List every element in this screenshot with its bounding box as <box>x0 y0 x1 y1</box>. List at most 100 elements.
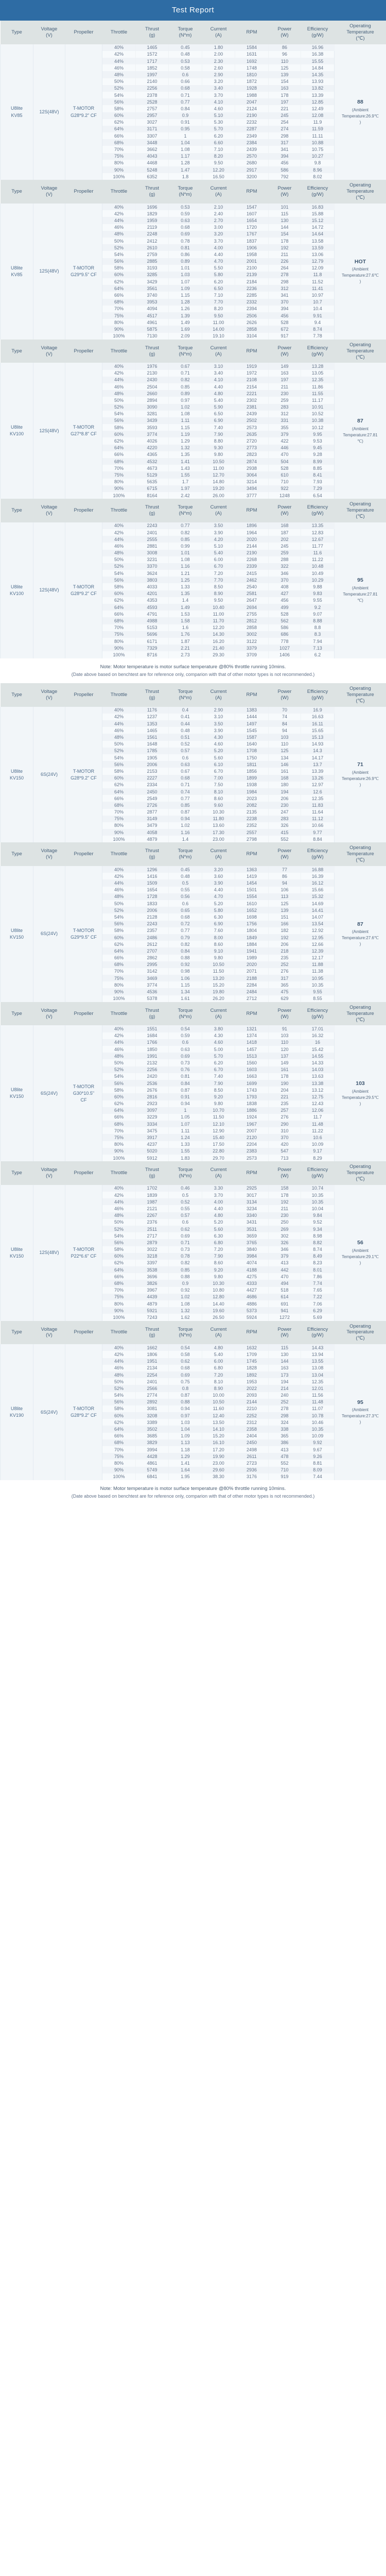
cell-torque: 1.7 <box>168 478 202 485</box>
cell-efficiency: 9.55 <box>301 988 335 995</box>
cell-power: 370 <box>268 1134 301 1141</box>
cell-efficiency: 10.27 <box>301 152 335 160</box>
cell-throttle: 40% <box>102 706 136 714</box>
cell-torque: 1.49 <box>168 319 202 326</box>
cell-current: 5.40 <box>202 1351 235 1358</box>
cell-power: 686 <box>268 631 301 638</box>
cell-torque: 1.03 <box>168 1419 202 1426</box>
cell-power: 115 <box>268 1344 301 1351</box>
cell-torque: 1.61 <box>168 995 202 1002</box>
column-header-thrust: Thrust (g) <box>135 1002 169 1026</box>
cell-efficiency: 15.55 <box>301 58 335 65</box>
cell-current: 6.30 <box>202 913 235 921</box>
cell-efficiency: 10.6 <box>301 1134 335 1141</box>
cell-thrust: 5875 <box>135 326 169 333</box>
cell-current: 3.20 <box>202 230 235 238</box>
cell-throttle: 54% <box>102 251 136 258</box>
cell-efficiency: 12.97 <box>301 781 335 788</box>
cell-throttle: 60% <box>102 271 136 279</box>
cell-throttle: 64% <box>102 788 136 795</box>
cell-torque: 0.97 <box>168 397 202 404</box>
cell-torque: 0.68 <box>168 84 202 92</box>
cell-throttle: 64% <box>102 947 136 955</box>
cell-thrust: 6352 <box>135 173 169 180</box>
cell-throttle: 40% <box>102 44 136 51</box>
cell-throttle: 68% <box>102 1439 136 1447</box>
column-header-operating-temperature: Operating Temperature (℃) <box>334 842 386 867</box>
cell-thrust: 3149 <box>135 815 169 822</box>
table-row: 48% 1728 0.56 4.70 1554 113 15.32 <box>1 893 386 901</box>
table-row: 90% 7329 2.21 21.40 3379 1027 7.13 <box>1 645 386 652</box>
cell-current: 5.60 <box>202 754 235 761</box>
cell-rpm: 2001 <box>235 258 269 265</box>
cell-rpm: 1513 <box>235 1053 269 1060</box>
cell-thrust: 2243 <box>135 522 169 529</box>
cell-power: 312 <box>268 410 301 417</box>
cell-power: 110 <box>268 740 301 748</box>
column-header-type: Type <box>0 1161 33 1185</box>
cell-power: 283 <box>268 403 301 411</box>
cell-power: 710 <box>268 478 301 485</box>
table-row: 70% 2877 0.87 10.30 2135 247 11.64 <box>1 808 386 816</box>
cell-efficiency: 10.7 <box>301 298 335 306</box>
table-row: 90% 6715 1.97 19.20 3494 922 7.29 <box>1 485 386 492</box>
cell-current: 5.90 <box>202 403 235 411</box>
cell-current: 4.10 <box>202 376 235 383</box>
cell-thrust: 3953 <box>135 298 169 306</box>
cell-throttle: 66% <box>102 292 136 299</box>
table-row: 90% 5248 1.47 12.20 2917 586 8.96 <box>1 166 386 174</box>
column-header-throttle: Throttle <box>102 180 136 204</box>
cell-current: 9.20 <box>202 1266 235 1274</box>
table-row: 64% 3171 0.95 5.70 2287 274 11.59 <box>1 125 386 133</box>
cell-current: 16.50 <box>202 173 235 180</box>
cell-efficiency: 13.26 <box>301 774 335 782</box>
cell-power: 478 <box>268 1453 301 1460</box>
cell-efficiency: 7.44 <box>301 1473 335 1480</box>
cell-rpm: 1457 <box>235 1046 269 1053</box>
table-row: 44% 1987 0.52 4.00 3134 192 10.35 <box>1 1198 386 1206</box>
cell-throttle: 50% <box>102 740 136 748</box>
cell-rpm: 2938 <box>235 465 269 472</box>
cell-rpm: 2020 <box>235 536 269 543</box>
table-row: 75% 4043 1.17 8.20 2570 394 10.27 <box>1 152 386 160</box>
cell-throttle: 75% <box>102 471 136 479</box>
table-row: 54% 2717 0.69 6.30 3659 302 8.98 <box>1 1232 386 1240</box>
cell-torque: 0.77 <box>168 927 202 934</box>
table-row: U8lite KV150 6S(24V) T-MOTOR G28*9.2" CF 40% 1… <box>0 706 386 843</box>
cell-thrust: 6841 <box>135 1473 169 1480</box>
cell-torque: 1 <box>168 1107 202 1114</box>
table-row: 70% 4673 1.43 11.00 2938 528 8.85 <box>1 465 386 472</box>
cell-efficiency: 10.49 <box>301 570 335 577</box>
cell-efficiency: 14.35 <box>301 71 335 78</box>
table-row: 44% 1717 0.53 2.30 1692 110 15.55 <box>1 58 386 65</box>
cell-thrust: 2676 <box>135 1087 169 1094</box>
cell-thrust: 2566 <box>135 1385 169 1392</box>
table-row: 66% 4791 1.53 11.00 2755 528 9.07 <box>1 611 386 618</box>
cell-torque: 1.8 <box>168 173 202 180</box>
cell-torque: 1.58 <box>168 617 202 624</box>
cell-thrust: 3994 <box>135 1446 169 1453</box>
cell-efficiency: 10.95 <box>301 975 335 982</box>
cell-thrust: 3389 <box>135 1419 169 1426</box>
cell-efficiency: 11.56 <box>301 1392 335 1399</box>
cell-power: 103 <box>268 1032 301 1039</box>
cell-torque: 1.15 <box>168 424 202 431</box>
table-row: 56% 2243 0.72 6.90 1756 166 13.54 <box>1 920 386 927</box>
cell-rpm: 1967 <box>235 1121 269 1128</box>
cell-throttle: 70% <box>102 305 136 312</box>
cell-rpm: 2023 <box>235 795 269 802</box>
cell-thrust: 2334 <box>135 781 169 788</box>
cell-torque: 0.4 <box>168 706 202 714</box>
cell-efficiency: 15.65 <box>301 727 335 734</box>
cell-power: 446 <box>268 444 301 451</box>
table-row: 100% 8716 2.73 29.30 3709 1406 6.2 <box>1 651 386 658</box>
table-row: 48% 2660 0.89 4.80 2221 230 11.55 <box>1 390 386 397</box>
cell-thrust: 3696 <box>135 1273 169 1280</box>
table-row: 70% 3662 1.08 7.10 2439 341 10.75 <box>1 146 386 153</box>
cell-thrust: 2420 <box>135 1073 169 1080</box>
cell-current: 12.80 <box>202 1293 235 1301</box>
cell-power: 103 <box>268 734 301 741</box>
cell-rpm: 3234 <box>235 1205 269 1212</box>
cell-power: 149 <box>268 363 301 370</box>
cell-power: 276 <box>268 1113 301 1121</box>
